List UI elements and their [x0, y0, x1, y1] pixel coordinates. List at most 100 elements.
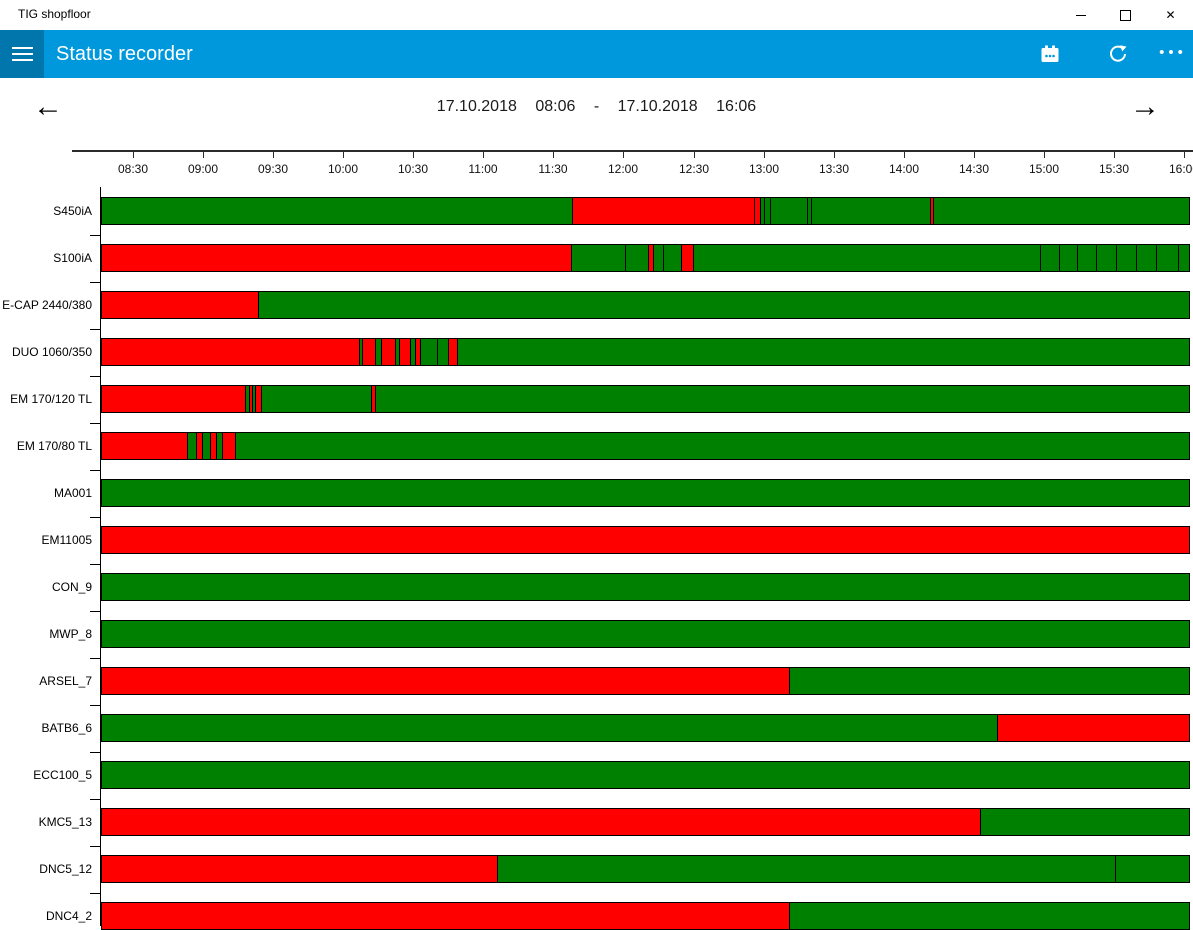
machine-status-bar — [101, 855, 1190, 883]
status-segment-green — [1041, 244, 1060, 272]
menu-button[interactable] — [0, 30, 44, 78]
axis-tick-label: 13:30 — [818, 162, 850, 176]
window-title: TIG shopfloor — [18, 7, 91, 21]
status-segment-green — [771, 197, 808, 225]
machine-label: S450iA — [53, 204, 92, 218]
row-boundary-tick — [90, 470, 100, 471]
window-titlebar: TIG shopfloor ✕ — [0, 0, 1193, 30]
machine-label: MWP_8 — [49, 627, 92, 641]
status-segment-green — [1060, 244, 1078, 272]
maximize-icon — [1120, 9, 1131, 21]
status-segment-green — [396, 338, 400, 366]
refresh-button[interactable] — [1098, 30, 1138, 78]
axis-tick — [1044, 152, 1045, 158]
axis-tick-label: 12:30 — [678, 162, 710, 176]
status-segment-green — [812, 197, 931, 225]
status-segment-green — [761, 197, 765, 225]
machine-status-bar — [101, 244, 1190, 272]
axis-tick-label: 09:00 — [187, 162, 219, 176]
row-boundary-tick — [90, 235, 100, 236]
status-segment-green — [188, 432, 197, 460]
machine-label: EM 170/120 TL — [10, 392, 92, 406]
machine-label: DNC4_2 — [45, 909, 92, 923]
row-boundary-tick — [90, 329, 100, 330]
status-segment-green — [654, 244, 664, 272]
axis-tick-label: 08:30 — [117, 162, 149, 176]
machine-label: DUO 1060/350 — [11, 345, 92, 359]
minimize-icon — [1075, 14, 1086, 16]
status-segment-red — [101, 244, 572, 272]
status-segment-green — [376, 385, 1190, 413]
axis-tick-label: 15:30 — [1098, 162, 1130, 176]
range-separator: - — [593, 98, 600, 115]
status-segment-green — [458, 338, 1190, 366]
machine-status-bar — [101, 479, 1190, 507]
machine-status-bar — [101, 620, 1190, 648]
machine-status-bar — [101, 338, 1190, 366]
axis-tick — [133, 152, 134, 158]
status-segment-red — [101, 902, 790, 930]
machine-label: CON_9 — [51, 580, 92, 594]
machine-label: ECC100_5 — [33, 768, 92, 782]
row-boundary-tick — [90, 376, 100, 377]
hamburger-icon — [11, 47, 33, 61]
machine-label: DNC5_12 — [39, 862, 92, 876]
status-segment-green — [694, 244, 1041, 272]
axis-tick-label: 10:30 — [397, 162, 429, 176]
status-segment-red — [382, 338, 396, 366]
status-segment-red — [372, 385, 376, 413]
status-segment-red — [211, 432, 217, 460]
row-boundary-tick — [90, 752, 100, 753]
calendar-icon — [1041, 45, 1059, 62]
range-start-time: 08:06 — [535, 98, 576, 115]
machine-status-bar — [101, 714, 1190, 742]
row-boundary-tick — [90, 705, 100, 706]
range-end-time: 16:06 — [716, 98, 757, 115]
status-segment-green — [808, 197, 812, 225]
status-segment-red — [101, 338, 360, 366]
axis-tick-label: 12:00 — [607, 162, 639, 176]
machine-status-bar — [101, 291, 1190, 319]
more-button[interactable]: ••• — [1153, 30, 1193, 78]
minimize-button[interactable] — [1058, 0, 1103, 30]
machine-label: EM 170/80 TL — [16, 439, 92, 453]
caption-buttons: ✕ — [1058, 0, 1193, 30]
status-segment-green — [981, 808, 1190, 836]
machine-label: BATB6_6 — [41, 721, 92, 735]
axis-tick-label: 11:00 — [468, 162, 498, 176]
app-header: Status recorder ••• — [0, 30, 1193, 78]
machine-status-bar — [101, 808, 1190, 836]
machine-status-bar — [101, 432, 1190, 460]
status-segment-green — [259, 291, 1190, 319]
status-segment-red — [101, 667, 790, 695]
prev-period-button[interactable]: ← — [33, 90, 63, 123]
machine-label: EM11005 — [41, 533, 92, 547]
range-end-date: 17.10.2018 — [617, 98, 698, 115]
status-segment-red — [363, 338, 376, 366]
status-segment-green — [101, 197, 573, 225]
status-segment-red — [755, 197, 761, 225]
machine-status-bar — [101, 667, 1190, 695]
status-segment-red — [101, 291, 259, 319]
axis-tick-label: 09:30 — [257, 162, 289, 176]
status-segment-green — [101, 479, 1190, 507]
next-period-button[interactable]: → — [1130, 90, 1160, 123]
date-range: 17.10.2018 08:06 - 17.10.2018 16:06 — [0, 98, 1193, 116]
status-segment-red — [998, 714, 1190, 742]
row-boundary-tick — [90, 658, 100, 659]
axis-tick — [483, 152, 484, 158]
time-axis-line — [72, 150, 1193, 152]
row-boundary-tick — [90, 893, 100, 894]
calendar-button[interactable] — [1030, 30, 1070, 78]
status-segment-green — [1117, 244, 1137, 272]
axis-tick — [413, 152, 414, 158]
status-segment-red — [101, 526, 1190, 554]
axis-tick-label: 15:00 — [1028, 162, 1060, 176]
axis-tick — [834, 152, 835, 158]
row-boundary-tick — [90, 799, 100, 800]
status-segment-green — [236, 432, 1190, 460]
maximize-button[interactable] — [1103, 0, 1148, 30]
close-button[interactable]: ✕ — [1148, 0, 1193, 30]
status-segment-green — [246, 385, 250, 413]
status-segment-green — [626, 244, 649, 272]
